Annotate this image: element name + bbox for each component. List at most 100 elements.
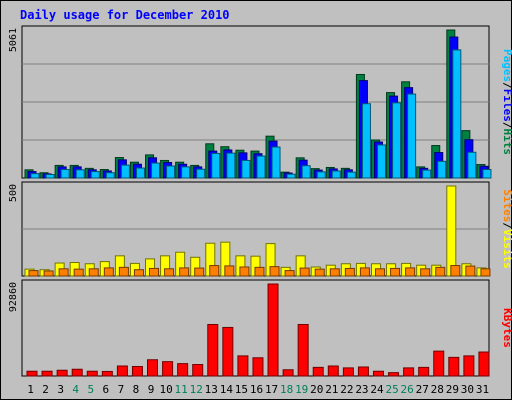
- bar-sites: [254, 266, 265, 277]
- x-tick-label: 15: [235, 383, 248, 396]
- right-label-sites: Sites: [501, 189, 512, 222]
- bar-kbytes: [86, 370, 98, 377]
- bar-kbytes: [357, 366, 369, 377]
- bar-pages: [166, 165, 176, 179]
- bar-pages: [376, 144, 386, 179]
- x-tick-label: 4: [72, 383, 79, 396]
- x-axis-day-labels: 1 2 3 4 5 6 7 8 9 10 11 12 13 14 15 16 17 18 19 20 21 22 23 24 2…: [27, 383, 489, 396]
- bar-kbytes: [418, 366, 430, 377]
- bar-kbytes: [101, 370, 113, 377]
- bar-pages: [482, 169, 492, 179]
- bar-sites: [420, 268, 431, 277]
- bar-sites: [344, 267, 355, 277]
- bar-sites: [58, 268, 69, 277]
- right-series-label: Sites/Visits: [501, 189, 512, 269]
- x-tick-label: 14: [220, 383, 234, 396]
- x-tick-label: 11: [175, 383, 188, 396]
- x-tick-label: 1: [27, 383, 34, 396]
- bar-kbytes: [237, 355, 249, 377]
- bar-pages: [90, 171, 100, 179]
- x-tick-label: 5: [87, 383, 94, 396]
- bar-pages: [452, 49, 462, 179]
- bar-pages: [120, 164, 130, 179]
- x-tick-label: 12: [190, 383, 203, 396]
- right-label-visits: Visits: [501, 229, 512, 269]
- x-tick-label: 30: [461, 383, 474, 396]
- bar-sites: [390, 267, 401, 277]
- bar-sites: [88, 268, 99, 277]
- bar-kbytes: [177, 363, 189, 377]
- bar-kbytes: [252, 357, 264, 377]
- x-tick-label: 21: [325, 383, 338, 396]
- bar-sites: [103, 267, 114, 277]
- bar-kbytes: [147, 359, 159, 377]
- bar-kbytes: [56, 369, 68, 377]
- x-tick-label: 20: [310, 383, 323, 396]
- bar-kbytes: [131, 365, 143, 377]
- bar-sites: [43, 270, 54, 277]
- bar-kbytes: [297, 323, 309, 377]
- bar-kbytes: [162, 361, 174, 377]
- x-tick-label: 22: [340, 383, 353, 396]
- x-tick-label: 2: [42, 383, 49, 396]
- x-tick-label: 19: [295, 383, 308, 396]
- bar-sites: [133, 269, 144, 277]
- bar-sites: [299, 267, 310, 277]
- x-tick-label: 8: [133, 383, 140, 396]
- x-tick-label: 16: [250, 383, 263, 396]
- bar-pages: [256, 155, 266, 179]
- right-series-label: Pages/Files/Hits: [501, 49, 512, 155]
- bar-kbytes: [192, 364, 204, 377]
- bar-kbytes: [267, 283, 279, 377]
- bar-pages: [226, 152, 236, 179]
- bar-sites: [435, 266, 446, 277]
- bar-sites: [465, 265, 476, 277]
- bar-pages: [135, 167, 145, 179]
- x-tick-label: 26: [401, 383, 414, 396]
- bar-pages: [467, 151, 477, 179]
- pages-files-hits-panel: 5061 Pages/Files/Hits: [8, 25, 512, 179]
- x-tick-label: 13: [205, 383, 218, 396]
- bar-kbytes: [403, 367, 415, 377]
- bar-sites: [269, 266, 280, 277]
- bar-kbytes: [207, 323, 219, 377]
- y-axis-max-label: 5061: [8, 28, 19, 52]
- right-label-kbytes: KBytes: [501, 308, 512, 348]
- bar-sites: [374, 268, 385, 277]
- bar-sites: [224, 265, 235, 277]
- bar-pages: [331, 170, 341, 179]
- bar-pages: [30, 173, 40, 179]
- bar-sites: [405, 267, 416, 277]
- bar-sites: [28, 270, 39, 277]
- bar-sites: [209, 265, 220, 277]
- bar-sites: [194, 267, 205, 277]
- bar-sites: [179, 267, 190, 277]
- x-tick-label: 10: [159, 383, 172, 396]
- bar-pages: [75, 169, 85, 179]
- x-tick-label: 9: [148, 383, 155, 396]
- x-tick-label: 25: [385, 383, 398, 396]
- bar-kbytes: [463, 355, 475, 377]
- bar-kbytes: [478, 351, 490, 377]
- bar-sites: [314, 268, 325, 277]
- bar-pages: [151, 162, 161, 179]
- bar-kbytes: [71, 368, 83, 377]
- bar-kbytes: [222, 326, 234, 377]
- bar-sites: [284, 270, 295, 277]
- x-tick-label: 29: [446, 383, 459, 396]
- bar-kbytes: [312, 366, 324, 377]
- x-tick-label: 27: [416, 383, 429, 396]
- x-tick-label: 31: [476, 383, 489, 396]
- x-tick-label: 18: [280, 383, 293, 396]
- right-label-pages: Pages: [501, 49, 512, 82]
- sites-visits-panel: 500 Sites/Visits: [8, 181, 512, 277]
- bar-kbytes: [448, 356, 460, 377]
- bar-sites: [239, 266, 250, 277]
- x-tick-label: 3: [57, 383, 64, 396]
- bar-sites: [359, 267, 370, 277]
- bar-pages: [316, 171, 326, 179]
- bar-kbytes: [327, 365, 339, 377]
- bar-sites: [73, 268, 84, 277]
- right-label-slash: /: [501, 82, 512, 89]
- right-label-slash: /: [501, 122, 512, 129]
